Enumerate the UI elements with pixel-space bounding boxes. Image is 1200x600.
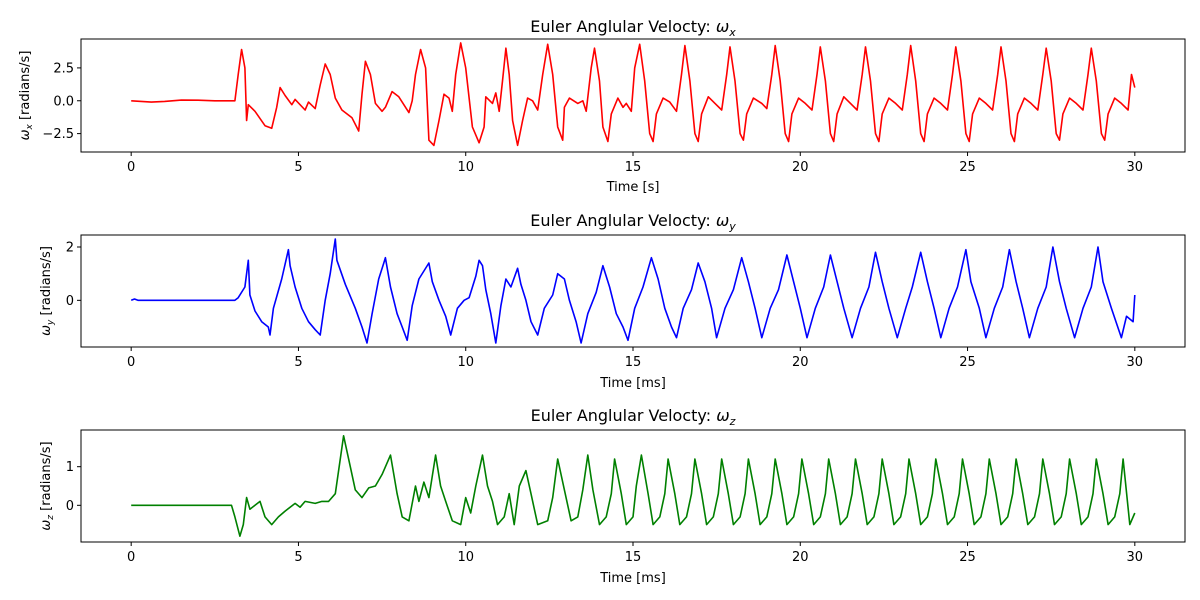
x-tick-label: 20 [792, 160, 809, 175]
series-line-omega-z [131, 435, 1136, 537]
x-tick-label: 20 [792, 550, 809, 565]
x-tick-label: 5 [294, 160, 302, 175]
y-tick-label: 1 [66, 460, 74, 475]
x-tick-label: 15 [625, 160, 642, 175]
plot-area [80, 429, 1186, 543]
x-tick-label: 25 [959, 160, 976, 175]
x-tick-label: 10 [457, 355, 474, 370]
y-axis-label: ωz [radians/s] [39, 441, 56, 530]
x-tick-label: 0 [127, 355, 135, 370]
x-tick-label: 10 [457, 550, 474, 565]
x-tick-label: 15 [625, 550, 642, 565]
x-tick-label: 5 [294, 355, 302, 370]
x-ticks: 0 5 10 15 20 25 30 [127, 542, 1143, 565]
x-tick-label: 25 [959, 550, 976, 565]
x-tick-label: 0 [127, 550, 135, 565]
subplot-omega-y: Euler Anglular Velocty: ωy 0 5 10 15 20 25 30 … [39, 211, 1186, 391]
plot-area [80, 234, 1186, 348]
x-tick-label: 30 [1127, 550, 1144, 565]
x-axis-label: Time [ms] [599, 376, 666, 391]
y-tick-label: 0.0 [53, 94, 74, 109]
subplot-title: Euler Anglular Velocty: ωx [530, 17, 736, 39]
x-ticks: 0 5 10 15 20 25 30 [127, 152, 1143, 175]
y-tick-label: 2 [66, 241, 74, 256]
y-tick-label: 2.5 [53, 61, 74, 76]
x-tick-label: 30 [1127, 160, 1144, 175]
subplot-omega-x: Euler Anglular Velocty: ωx 0 5 10 15 20 25 30 … [18, 17, 1186, 195]
y-axis-label: ωy [radians/s] [39, 246, 56, 336]
x-tick-label: 10 [457, 160, 474, 175]
x-tick-label: 30 [1127, 355, 1144, 370]
y-ticks: 01 [66, 460, 81, 514]
y-tick-label: −2.5 [42, 127, 74, 142]
subplot-title: Euler Anglular Velocty: ωy [530, 211, 736, 233]
x-tick-label: 0 [127, 160, 135, 175]
x-tick-label: 20 [792, 355, 809, 370]
subplot-omega-z: Euler Anglular Velocty: ωz 0 5 10 15 20 25 30 … [39, 406, 1186, 586]
x-axis-label: Time [s] [606, 180, 660, 195]
y-tick-label: 0 [66, 499, 74, 514]
y-ticks: 02 [66, 241, 81, 309]
x-tick-label: 15 [625, 355, 642, 370]
series-line-omega-x [131, 42, 1136, 147]
y-axis-label: ωx [radians/s] [18, 51, 35, 141]
series-line-omega-y [130, 238, 1136, 344]
x-tick-label: 5 [294, 550, 302, 565]
subplot-title: Euler Anglular Velocty: ωz [531, 406, 736, 428]
y-ticks: −2.5 0.0 2.5 [42, 61, 81, 142]
x-ticks: 0 5 10 15 20 25 30 [127, 347, 1143, 370]
x-tick-label: 25 [959, 355, 976, 370]
x-axis-label: Time [ms] [599, 571, 666, 586]
y-tick-label: 0 [66, 294, 74, 309]
